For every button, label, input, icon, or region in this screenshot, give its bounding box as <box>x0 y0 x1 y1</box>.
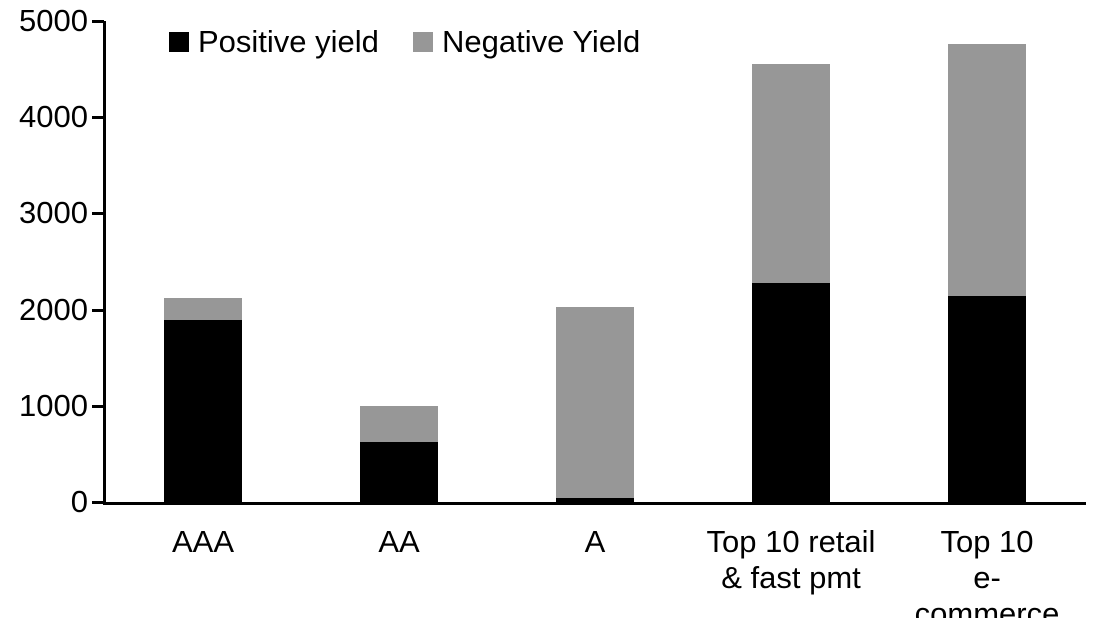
x-category-label: Top 10 e-commerce <box>914 524 1060 618</box>
bar-group <box>752 64 830 502</box>
bar-segment-negative <box>164 298 242 321</box>
y-tick-mark <box>92 308 104 312</box>
y-tick-label: 3000 <box>19 195 88 231</box>
x-category-label: Top 10 retail & fast pmt <box>706 524 876 595</box>
bar-segment-negative <box>360 405 438 443</box>
legend-entry-positive-yield: Positive yield <box>169 26 379 57</box>
bar-segment-positive <box>556 498 634 502</box>
bar-segment-positive <box>164 320 242 502</box>
legend-label-positive-yield: Positive yield <box>198 24 379 59</box>
y-axis-line <box>103 21 106 505</box>
bar-group <box>556 307 634 502</box>
x-axis-line <box>103 502 1086 505</box>
bar-segment-positive <box>752 282 830 502</box>
y-tick-mark <box>92 116 104 120</box>
y-tick-label: 2000 <box>19 291 88 327</box>
legend-label-negative-yield: Negative Yield <box>442 24 641 59</box>
y-tick-label: 0 <box>70 484 88 519</box>
y-tick-label: 5000 <box>19 3 88 38</box>
negative-yield-swatch-icon <box>413 31 433 52</box>
x-category-label: AAA <box>171 524 235 559</box>
x-category-label: A <box>584 524 606 559</box>
y-tick-label: 1000 <box>19 387 88 423</box>
bar-segment-negative <box>752 64 830 283</box>
bar-segment-negative <box>556 307 634 499</box>
bar-segment-positive <box>948 296 1026 502</box>
y-tick-mark <box>92 404 104 408</box>
legend-entry-negative-yield: Negative Yield <box>413 26 640 57</box>
y-tick-mark <box>92 501 104 504</box>
plot-area <box>105 21 1085 502</box>
y-tick-mark <box>92 20 104 23</box>
y-tick-mark <box>92 212 104 216</box>
x-category-label: AA <box>378 524 420 559</box>
bar-segment-negative <box>948 44 1026 297</box>
positive-yield-swatch-icon <box>169 31 189 52</box>
bar-segment-positive <box>360 442 438 502</box>
bar-group <box>360 405 438 502</box>
bar-group <box>948 44 1026 502</box>
y-tick-label: 4000 <box>19 99 88 135</box>
bar-group <box>164 298 242 502</box>
